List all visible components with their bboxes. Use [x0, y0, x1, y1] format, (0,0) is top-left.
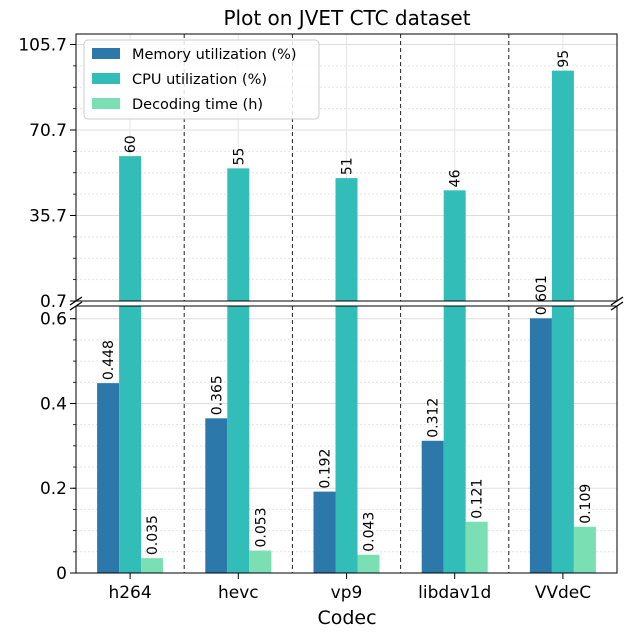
bar: [357, 554, 380, 573]
y-tick-label: 0: [56, 564, 67, 584]
bar: [465, 521, 488, 573]
data-label: 0.448: [101, 340, 117, 380]
x-axis-label: Codec: [317, 607, 376, 629]
bar: [227, 306, 250, 573]
bar: [551, 70, 574, 301]
bar: [97, 383, 120, 573]
bar: [335, 306, 358, 573]
legend-box: [83, 39, 320, 120]
data-label: 0.035: [145, 515, 161, 555]
data-label: 55: [231, 148, 247, 166]
data-label: 95: [556, 50, 572, 68]
y-tick-label: 35.7: [29, 207, 67, 227]
axes-frame-upper: [75, 33, 618, 302]
data-label: 0.365: [209, 375, 225, 415]
data-label: 0.192: [318, 449, 334, 489]
bar: [119, 306, 142, 573]
data-label: 60: [123, 135, 139, 153]
bar: [443, 190, 466, 301]
bar: [421, 440, 444, 573]
data-label: 0.043: [362, 512, 378, 552]
legend: Memory utilization (%) CPU utilization (%…: [83, 39, 320, 120]
data-label: 0.601: [534, 275, 550, 315]
y-tick-label: 0.6: [40, 310, 67, 330]
x-tick-label: VVdeC: [535, 583, 591, 603]
bar: [141, 558, 164, 573]
data-label: 0.053: [253, 507, 269, 547]
data-label: 46: [448, 169, 464, 187]
y-tick-label: 0.7: [40, 292, 67, 312]
y-tick-label: 0.4: [40, 394, 67, 414]
plot-area: 0.448 0.365 0.192 0.312 0.601 60 55 51 46 95 0.035…: [18, 33, 624, 603]
bar: [335, 178, 358, 301]
legend-swatch: [92, 73, 120, 84]
bar: [551, 306, 574, 573]
bar: [249, 550, 272, 573]
axis-break-mark: [610, 301, 624, 311]
bar: [573, 526, 596, 573]
legend-swatch: [92, 98, 120, 109]
bar: [205, 418, 228, 573]
axis-break-mark: [610, 296, 624, 306]
bar: [313, 491, 336, 573]
y-tick-label: 0.2: [40, 479, 67, 499]
y-tick-label: 70.7: [29, 121, 67, 141]
legend-entry: Decoding time (h): [132, 97, 263, 113]
bar: [119, 156, 142, 301]
bar: [443, 306, 466, 573]
axis-break-gap: [74, 302, 619, 305]
data-label: 51: [340, 157, 356, 175]
chart-title: Plot on JVET CTC dataset: [223, 6, 470, 30]
x-tick-label: libdav1d: [418, 583, 491, 603]
data-label: 0.109: [578, 484, 594, 524]
bar: [227, 168, 250, 301]
axis-break-mark: [69, 301, 83, 311]
x-tick-label: hevc: [218, 583, 259, 603]
y-tick-label: 105.7: [18, 36, 67, 56]
data-label: 0.121: [470, 479, 486, 519]
legend-entry: Memory utilization (%): [132, 47, 297, 63]
x-tick-label: vp9: [331, 583, 363, 603]
legend-entry: CPU utilization (%): [132, 72, 267, 88]
x-tick-label: h264: [108, 583, 151, 603]
legend-swatch: [92, 48, 120, 59]
data-label: 0.312: [426, 398, 442, 438]
bar: [529, 318, 552, 573]
